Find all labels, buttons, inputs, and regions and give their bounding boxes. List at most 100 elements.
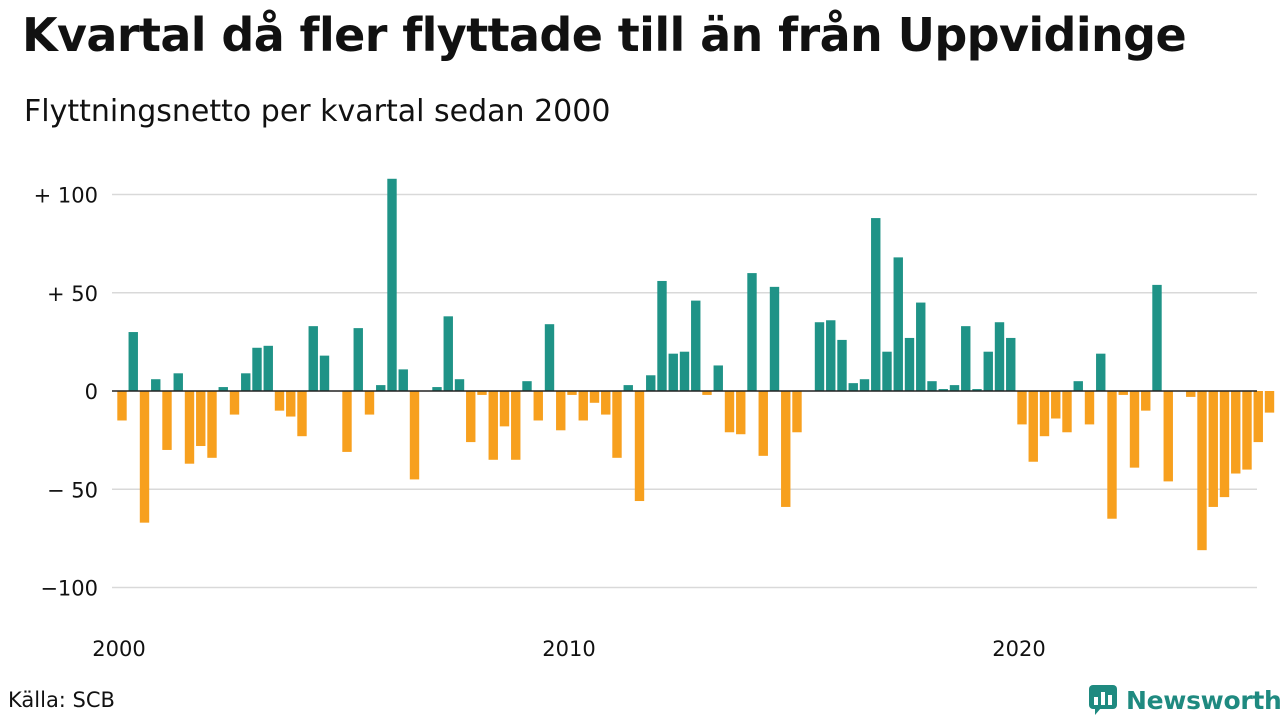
newsworthy-logo-icon — [1088, 684, 1118, 716]
bar-positive — [646, 375, 656, 391]
brand-name: Newsworthy — [1126, 685, 1280, 715]
bar-positive — [151, 379, 161, 391]
bar-negative — [409, 391, 420, 480]
bar-positive — [376, 385, 386, 392]
x-tick-label: 2000 — [92, 637, 145, 661]
bar-negative — [702, 391, 712, 395]
bar-negative — [634, 391, 645, 502]
bar-negative — [466, 391, 476, 443]
bar-negative — [1051, 391, 1061, 419]
bar-positive — [1006, 337, 1016, 391]
bar-positive — [1073, 381, 1083, 392]
bar-negative — [207, 391, 217, 458]
bar-negative — [1242, 391, 1252, 470]
bar-negative — [1017, 391, 1027, 425]
bar-positive — [916, 302, 926, 391]
bar-positive — [241, 373, 251, 391]
bar-positive — [994, 322, 1005, 392]
bar-positive — [544, 324, 555, 391]
bar-positive — [443, 316, 453, 391]
bar-negative — [1028, 391, 1038, 462]
bar-negative — [184, 391, 195, 464]
bar-negative — [1129, 391, 1140, 468]
x-tick-label: 2010 — [542, 637, 595, 661]
bar-negative — [488, 391, 498, 460]
bar-negative — [342, 391, 352, 452]
bar-positive — [353, 328, 363, 391]
bar-negative — [1141, 391, 1151, 411]
y-tick-label: −100 — [40, 577, 98, 601]
y-tick-label: 0 — [85, 380, 98, 404]
bar-negative — [601, 391, 611, 415]
x-tick-label: 2020 — [992, 637, 1045, 661]
bar-positive — [747, 273, 757, 391]
brand-logo[interactable]: Newsworthy — [1088, 684, 1280, 716]
bar-negative — [364, 391, 375, 415]
x-axis-tick-labels: 2000 2010 2020 — [92, 637, 1045, 661]
bar-negative — [1264, 391, 1275, 413]
bar-positive — [871, 218, 881, 391]
bar-negative — [556, 391, 566, 431]
bar-negative — [724, 391, 735, 433]
bar-negative — [612, 391, 622, 458]
source-note: Källa: SCB — [8, 688, 115, 712]
bar-positive — [859, 379, 870, 391]
bar-positive — [308, 326, 318, 391]
bar-negative — [274, 391, 285, 411]
bar-negative — [117, 391, 127, 421]
bar-positive — [691, 300, 701, 391]
bar-negative — [229, 391, 240, 415]
bar-positive — [657, 280, 667, 391]
bar-negative — [162, 391, 172, 450]
bar-negative — [511, 391, 521, 460]
bar-negative — [1084, 391, 1095, 425]
bar-positive — [173, 373, 183, 391]
bar-negative — [1039, 391, 1050, 437]
bar-positive — [387, 178, 397, 391]
bar-positive — [938, 389, 948, 392]
bar-positive — [893, 257, 903, 391]
bar-positive — [961, 326, 971, 391]
bar-positive — [882, 351, 892, 391]
bars — [117, 178, 1275, 551]
bar-negative — [589, 391, 600, 403]
bar-positive — [398, 369, 408, 391]
bar-negative — [139, 391, 150, 523]
bar-negative — [1208, 391, 1218, 507]
gridlines — [112, 193, 1257, 589]
bar-negative — [792, 391, 802, 433]
bar-negative — [1197, 391, 1207, 551]
bar-negative — [1186, 391, 1196, 397]
bar-positive — [972, 389, 982, 392]
y-axis-tick-labels: + 100 + 50 0 − 50 −100 — [34, 184, 98, 601]
bar-positive — [128, 332, 138, 391]
bar-negative — [196, 391, 206, 447]
bar-negative — [578, 391, 588, 421]
bar-positive — [769, 286, 780, 392]
bar-negative — [286, 391, 296, 417]
bar-positive — [522, 381, 532, 392]
bar-negative — [758, 391, 768, 456]
bar-negative — [736, 391, 746, 435]
bar-positive — [432, 387, 442, 391]
bar-positive — [713, 365, 723, 391]
bar-negative — [477, 391, 487, 395]
bar-negative — [1231, 391, 1241, 474]
bar-negative — [1163, 391, 1173, 482]
bar-negative — [1253, 391, 1263, 443]
bar-negative — [297, 391, 307, 437]
bar-negative — [1219, 391, 1230, 498]
y-tick-label: + 100 — [34, 184, 98, 208]
bar-positive — [1152, 284, 1162, 391]
bar-chart: + 100 + 50 0 − 50 −100 2000 2010 2020 — [34, 178, 1275, 661]
bar-positive — [837, 339, 847, 391]
chart-subtitle: Flyttningsnetto per kvartal sedan 2000 — [24, 94, 611, 129]
bar-positive — [983, 351, 993, 391]
bar-positive — [826, 320, 836, 391]
bar-positive — [1096, 353, 1106, 392]
bar-positive — [927, 381, 937, 392]
bar-negative — [781, 391, 791, 507]
bar-negative — [567, 391, 577, 395]
bar-positive — [949, 385, 960, 392]
bar-negative — [499, 391, 510, 427]
